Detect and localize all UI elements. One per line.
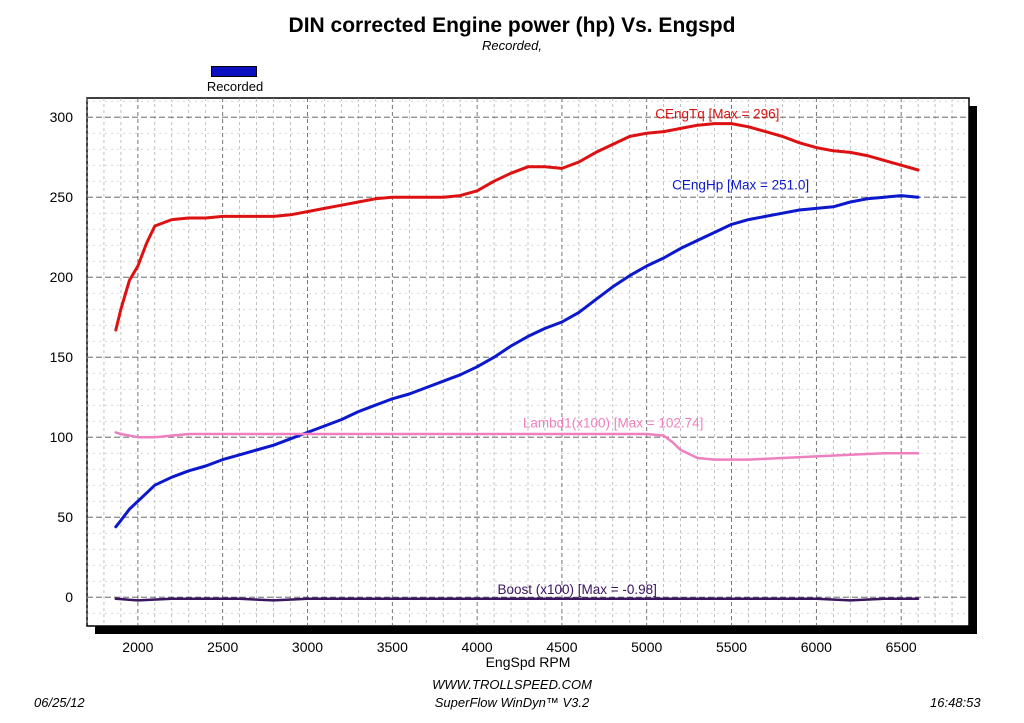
series-labels: CEngTq [Max = 296] CEngHp [Max = 251.0] La… bbox=[497, 107, 809, 597]
series-line-cengtq bbox=[114, 122, 920, 332]
legend-label: Recorded bbox=[206, 79, 264, 94]
series-label-boost: Boost (x100) [Max = -0.98] bbox=[497, 582, 656, 597]
x-tick-label: 2000 bbox=[122, 639, 153, 655]
x-tick-label: 5500 bbox=[716, 639, 747, 655]
series-label-lambd1: Lambd1(x100) [Max = 102.74] bbox=[523, 415, 703, 430]
grid-minor bbox=[86, 98, 969, 626]
grid-major bbox=[87, 98, 969, 626]
y-tick-label: 50 bbox=[57, 509, 73, 525]
footer-software: SuperFlow WinDyn™ V3.2 bbox=[434, 695, 590, 710]
footer-time: 16:48:53 bbox=[930, 695, 981, 710]
x-tick-label: 4000 bbox=[462, 639, 493, 655]
footer-url: WWW.TROLLSPEED.COM bbox=[432, 677, 592, 692]
series-line-lambd1 bbox=[114, 431, 920, 461]
engine-power-chart: CEngTq [Max = 296] CEngHp [Max = 251.0] La… bbox=[50, 97, 977, 670]
legend-swatch bbox=[211, 66, 257, 77]
x-tick-label: 2500 bbox=[207, 639, 238, 655]
y-tick-label: 200 bbox=[50, 269, 74, 285]
y-tick-label: 300 bbox=[50, 109, 74, 125]
y-tick-label: 100 bbox=[50, 429, 74, 445]
x-tick-label: 5000 bbox=[631, 639, 662, 655]
series-label-cenghp: CEngHp [Max = 251.0] bbox=[672, 178, 809, 193]
chart-subtitle: Recorded, bbox=[482, 38, 542, 53]
y-tick-labels: 0 50 100 150 200 250 300 bbox=[50, 109, 74, 605]
footer-date: 06/25/12 bbox=[34, 695, 85, 710]
series-label-cengtq: CEngTq [Max = 296] bbox=[655, 107, 779, 122]
x-axis-label: EngSpd RPM bbox=[486, 654, 571, 670]
y-tick-label: 150 bbox=[50, 349, 74, 365]
x-tick-label: 6500 bbox=[886, 639, 917, 655]
x-tick-labels: 2000 2500 3000 3500 4000 4500 5000 5500 6000 6500 bbox=[122, 639, 917, 655]
series-line-cenghp bbox=[114, 194, 920, 529]
x-tick-label: 3500 bbox=[377, 639, 408, 655]
y-tick-label: 250 bbox=[50, 189, 74, 205]
series-layer bbox=[114, 122, 920, 602]
x-tick-label: 4500 bbox=[546, 639, 577, 655]
x-tick-label: 3000 bbox=[292, 639, 323, 655]
y-tick-label: 0 bbox=[65, 589, 73, 605]
chart-title: DIN corrected Engine power (hp) Vs. Engs… bbox=[288, 14, 736, 37]
series-line-boost bbox=[114, 597, 920, 602]
x-tick-label: 6000 bbox=[801, 639, 832, 655]
